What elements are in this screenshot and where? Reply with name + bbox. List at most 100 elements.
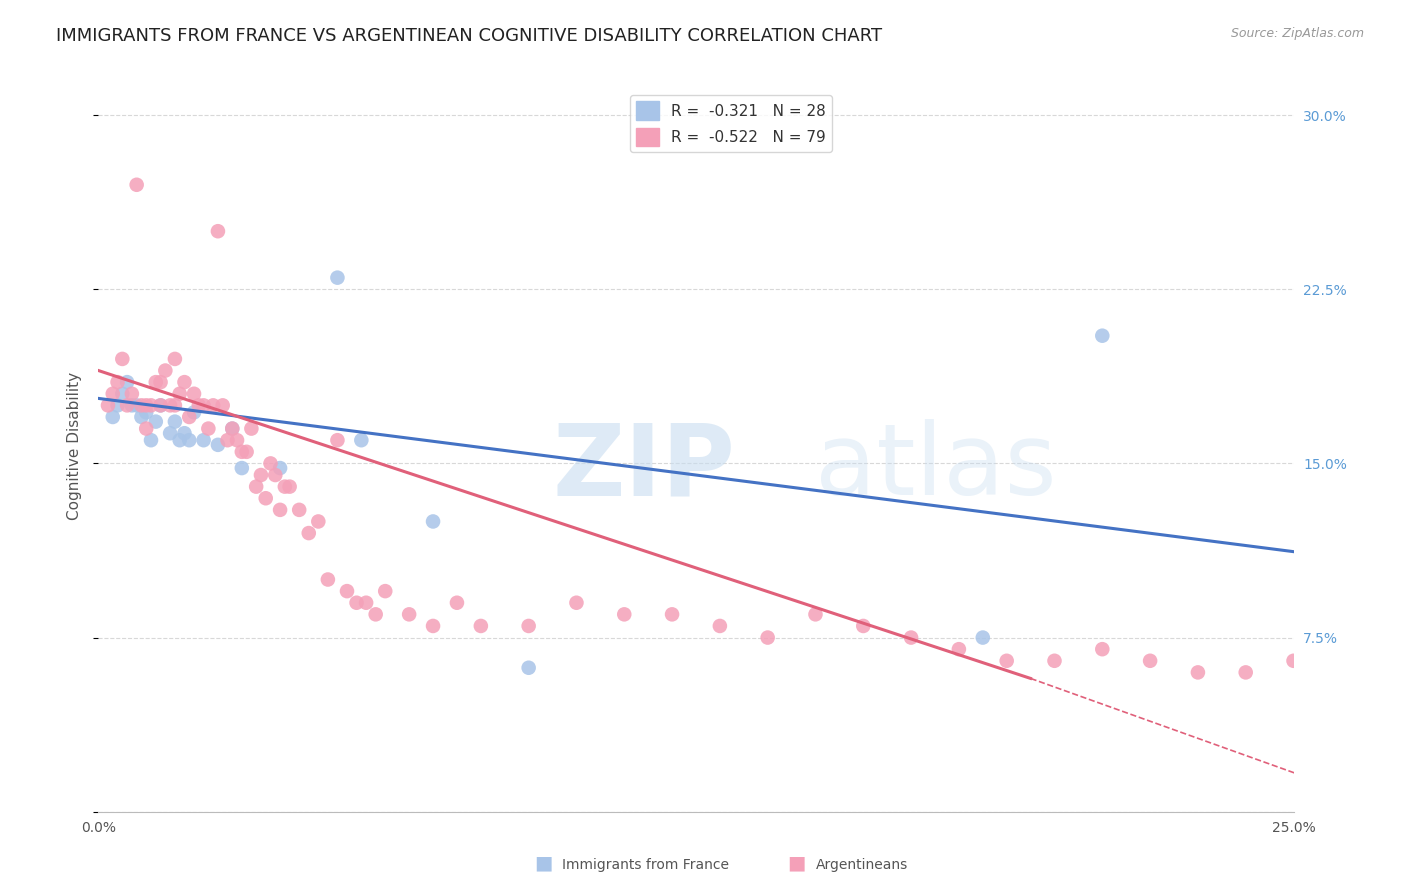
Point	[517, 619, 540, 633]
Point	[145, 375, 167, 389]
Point	[202, 398, 225, 412]
Point	[307, 515, 329, 529]
Point	[121, 386, 143, 401]
Text: Source: ZipAtlas.com: Source: ZipAtlas.com	[1230, 27, 1364, 40]
Text: ■: ■	[787, 854, 806, 872]
Point	[1091, 642, 1114, 657]
Legend: R =  -0.321   N = 28, R =  -0.522   N = 79: R = -0.321 N = 28, R = -0.522 N = 79	[630, 95, 832, 153]
Point	[139, 433, 162, 447]
Point	[207, 438, 229, 452]
Point	[111, 351, 134, 366]
Point	[179, 433, 201, 447]
Point	[326, 433, 349, 447]
Point	[115, 375, 138, 389]
Point	[183, 405, 205, 419]
Point	[613, 607, 636, 622]
Point	[250, 468, 273, 483]
Point	[135, 398, 157, 412]
Point	[278, 480, 301, 494]
Point	[661, 607, 683, 622]
Point	[107, 375, 129, 389]
Point	[173, 426, 195, 441]
Text: IMMIGRANTS FROM FRANCE VS ARGENTINEAN COGNITIVE DISABILITY CORRELATION CHART: IMMIGRANTS FROM FRANCE VS ARGENTINEAN CO…	[56, 27, 883, 45]
Point	[1330, 665, 1353, 680]
Point	[155, 363, 177, 377]
Point	[288, 503, 311, 517]
Point	[131, 398, 153, 412]
Point	[240, 421, 263, 435]
Point	[131, 409, 153, 424]
Point	[235, 445, 257, 459]
Point	[446, 596, 468, 610]
Point	[470, 619, 492, 633]
Point	[517, 661, 540, 675]
Point	[298, 526, 321, 541]
Point	[183, 386, 205, 401]
Point	[149, 398, 172, 412]
Point	[1091, 328, 1114, 343]
Point	[1234, 665, 1257, 680]
Point	[852, 619, 875, 633]
Point	[163, 351, 186, 366]
Point	[1282, 654, 1305, 668]
Point	[163, 415, 186, 429]
Point	[350, 433, 373, 447]
Point	[159, 426, 181, 441]
Point	[259, 457, 281, 471]
Point	[374, 584, 396, 599]
Text: Immigrants from France: Immigrants from France	[562, 858, 730, 872]
Point	[207, 224, 229, 238]
Point	[1139, 654, 1161, 668]
Point	[254, 491, 277, 506]
Point	[948, 642, 970, 657]
Point	[217, 433, 239, 447]
Point	[226, 433, 249, 447]
Point	[756, 631, 779, 645]
Point	[354, 596, 377, 610]
Point	[169, 386, 191, 401]
Point	[565, 596, 588, 610]
Point	[364, 607, 387, 622]
Point	[346, 596, 368, 610]
Point	[139, 398, 162, 412]
Text: ZIP: ZIP	[553, 419, 735, 516]
Point	[221, 421, 243, 435]
Point	[269, 461, 291, 475]
Point	[125, 178, 148, 192]
Point	[149, 375, 172, 389]
Point	[245, 480, 267, 494]
Point	[125, 398, 148, 412]
Point	[422, 515, 444, 529]
Point	[221, 421, 243, 435]
Text: ■: ■	[534, 854, 553, 872]
Point	[264, 468, 287, 483]
Text: atlas: atlas	[815, 419, 1057, 516]
Point	[101, 386, 124, 401]
Point	[169, 433, 191, 447]
Point	[193, 433, 215, 447]
Point	[336, 584, 359, 599]
Point	[135, 405, 157, 419]
Point	[804, 607, 827, 622]
Point	[211, 398, 233, 412]
Point	[1187, 665, 1209, 680]
Point	[179, 409, 201, 424]
Point	[326, 270, 349, 285]
Point	[972, 631, 994, 645]
Point	[231, 461, 253, 475]
Point	[709, 619, 731, 633]
Y-axis label: Cognitive Disability: Cognitive Disability	[66, 372, 82, 520]
Point	[135, 421, 157, 435]
Text: Argentineans: Argentineans	[815, 858, 908, 872]
Point	[159, 398, 181, 412]
Point	[274, 480, 297, 494]
Point	[149, 398, 172, 412]
Point	[145, 415, 167, 429]
Point	[900, 631, 922, 645]
Point	[1378, 665, 1400, 680]
Point	[97, 398, 120, 412]
Point	[197, 421, 219, 435]
Point	[163, 398, 186, 412]
Point	[231, 445, 253, 459]
Point	[111, 386, 134, 401]
